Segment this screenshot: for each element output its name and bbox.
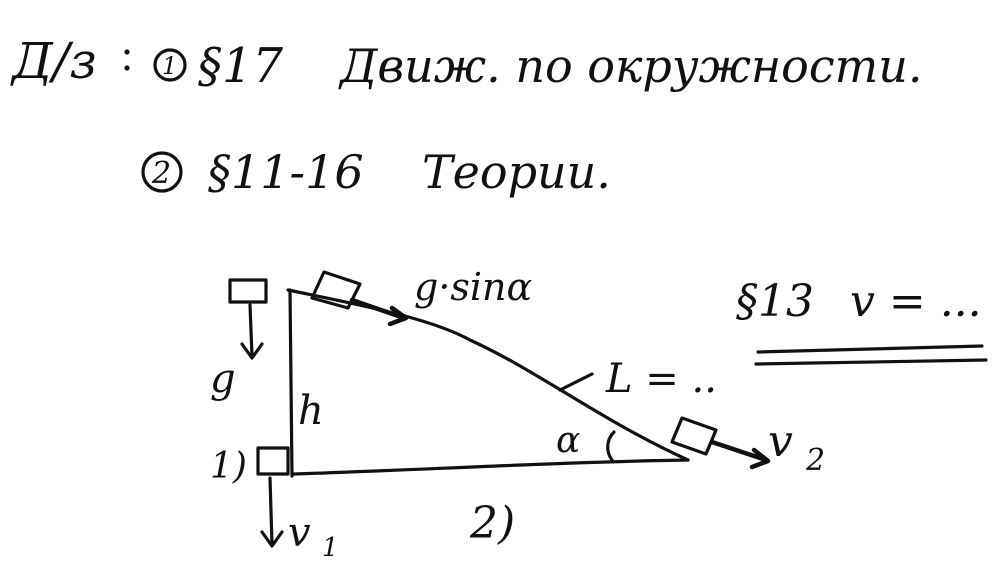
acceleration-arrow-shaft [349, 297, 407, 321]
note-underline-1 [756, 344, 984, 354]
block-top [228, 278, 268, 304]
angle-arc [606, 430, 616, 462]
incline-base [292, 458, 690, 476]
gravity-arrow-head [240, 342, 264, 360]
item-1-number: 1 [162, 52, 177, 80]
velocity-1-label: v [288, 510, 311, 556]
item-2-text: Теории. [422, 145, 611, 199]
velocity-1-arrow-head [260, 530, 284, 548]
case-2-label: 2) [469, 498, 515, 549]
velocity-2-label: v [768, 416, 793, 467]
gravity-arrow-shaft [248, 303, 254, 358]
velocity-2-arrow-head [749, 447, 771, 470]
acceleration-label: g·sinα [414, 265, 532, 309]
item-2-section: §11-16 [208, 145, 364, 199]
note-text: v = ... [850, 276, 982, 327]
note-section: §13 [736, 276, 814, 327]
length-leader-line [558, 372, 594, 392]
block-bottom [256, 446, 290, 476]
homework-label: Д/з [10, 32, 97, 90]
velocity-1-subscript: 1 [322, 533, 339, 563]
length-label: L = .. [605, 356, 717, 402]
item-1-number-circle [153, 48, 187, 82]
colon-dot-top [124, 49, 130, 55]
colon-dot-bottom [124, 65, 130, 71]
height-label: h [298, 388, 324, 434]
note-underline-2 [754, 358, 988, 366]
item-2-number: 2 [151, 156, 171, 191]
block-on-slope [310, 270, 362, 310]
acceleration-arrow-head [387, 305, 409, 327]
item-1-text: Движ. по окружности. [338, 39, 922, 93]
item-1-section: §17 [198, 38, 284, 94]
block-end-of-slope [670, 416, 718, 456]
incline-height-side [288, 288, 294, 478]
velocity-2-arrow-shaft [709, 439, 769, 463]
velocity-2-subscript: 2 [805, 443, 825, 478]
gravity-label: g [210, 356, 236, 402]
item-2-number-circle [141, 151, 183, 193]
case-1-label: 1) [210, 446, 247, 487]
velocity-1-arrow-shaft [268, 476, 274, 546]
incline-slope [286, 288, 690, 462]
angle-label: α [556, 420, 580, 461]
